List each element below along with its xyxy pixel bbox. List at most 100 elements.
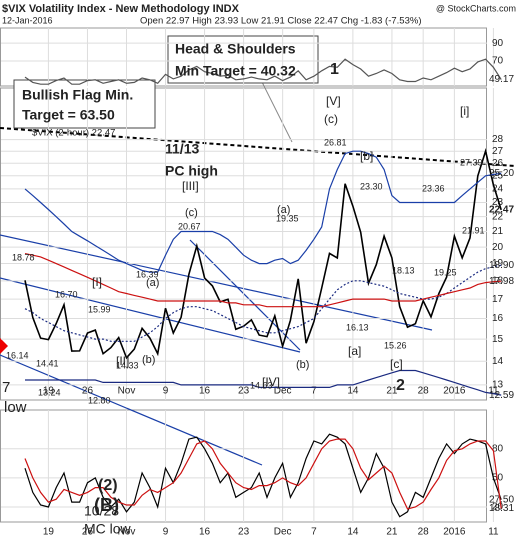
annotation: Bullish Flag Min. [22,87,133,103]
trend-line [0,127,516,167]
annotation: Min Target = 40.32 [175,63,296,79]
annotation: 18.78 [12,252,35,262]
annotation: (c) [185,207,198,219]
source: @ StockCharts.com [436,3,516,13]
x-tick-label: 9 [163,527,169,538]
annotation: 10/28 [84,503,119,519]
marker [0,338,8,354]
x-tick-label: 21 [386,527,398,538]
annotation: (b) [142,354,155,366]
pointer-line [261,81,293,143]
annotation: (B) [94,495,119,515]
y-tick-label: 25 [492,170,504,181]
annotation: 16.70 [55,289,78,299]
x-tick-label: 9 [163,386,169,397]
x-tick-label: 7 [311,386,317,397]
annotation: 16.39 [136,269,159,279]
trend-line [0,277,301,353]
trend-line [0,234,433,331]
x-tick-label: 26 [82,386,94,397]
series-line [25,369,502,396]
annotation: low [4,399,27,416]
annotation: 20.67 [178,221,201,231]
x-tick-label: Dec [274,527,292,538]
annotation: 2 [396,377,405,394]
x-tick-label: Dec [274,386,292,397]
y-tick-label: 21 [492,226,504,237]
x-tick-label: 23 [238,386,250,397]
date: 12-Jan-2016 [2,15,53,25]
x-tick-label: 19 [43,527,55,538]
end-label: 49.17 [489,74,514,85]
annotation: 23.30 [360,181,383,191]
annotation: MC low [84,521,132,537]
x-tick-label: 16 [199,527,211,538]
x-tick-label: 19 [43,386,55,397]
y-tick-label: 90 [492,38,504,49]
y-tick-label: 17 [492,294,504,305]
annotation: 13.24 [38,387,61,397]
x-tick-label: 28 [418,527,430,538]
annotation: 14.33 [116,360,139,370]
end-label: 12.59 [489,390,514,401]
annotation: 12.80 [88,395,111,405]
annotation: (a) [146,277,159,289]
annotation: 14.63 [250,380,273,390]
y-tick-label: 50 [492,473,504,484]
y-tick-label: 22 [492,211,504,222]
annotation: Target = 63.50 [22,107,115,123]
annotation: (c) [324,112,338,126]
y-tick-label: 19 [492,258,504,269]
x-tick-label: 26 [82,527,94,538]
chart-title: $VIX Volatility Index - New Methodology … [2,3,240,15]
end-label: 18.90 [489,260,514,271]
y-tick-label: 26 [492,158,504,169]
trend-line [189,239,301,351]
y-tick-label: 20 [492,242,504,253]
annotation: 16.14 [6,350,29,360]
annotation: 19.25 [434,267,457,277]
annotation: [I] [92,275,102,289]
annotation: Head & Shoulders [175,41,296,57]
annotation: 27.39 [460,157,483,167]
annotation: 7 [2,379,10,396]
end-label: 27.50 [489,494,514,505]
annotation: 14.41 [36,358,59,368]
x-tick-label: 7 [311,527,317,538]
x-tick-label: 21 [386,386,398,397]
x-tick-label: 11 [488,527,499,538]
annotation: [III] [182,179,199,193]
trend-line [0,354,263,466]
y-tick-label: 20 [492,502,504,513]
x-tick-label: 28 [418,386,430,397]
series-line [24,438,502,510]
annotation: 11/13 [165,141,199,157]
x-tick-label: 2016 [443,527,466,538]
annotation: [b] [360,149,373,163]
annotation: [a] [348,344,361,358]
end-label: 22.47 [489,205,514,216]
series-line [24,264,502,342]
x-tick-label: Nov [118,527,136,538]
annotation: (b) [296,359,309,371]
annotation-box [13,79,156,129]
annotation: PC high [165,163,218,179]
annotation: 23.36 [422,183,445,193]
end-label: 18.31 [489,503,514,514]
y-tick-label: 27 [492,146,504,157]
annotation: 26.81 [324,137,347,147]
x-tick-label: Nov [118,386,136,397]
y-tick-label: 14 [492,356,504,367]
annotation: (a) [277,204,290,216]
annotation: [V] [326,94,341,108]
y-tick-label: 70 [492,56,504,67]
series-line [24,58,502,85]
annotation: 15.26 [384,340,407,350]
y-tick-label: 13 [492,380,504,391]
quote: Open 22.97 High 23.93 Low 21.91 Close 22… [140,16,422,27]
end-label: 25.20 [489,168,514,179]
x-tick-label: 11 [488,386,499,397]
annotation: 15.99 [88,304,111,314]
annotation: [i] [460,104,469,118]
